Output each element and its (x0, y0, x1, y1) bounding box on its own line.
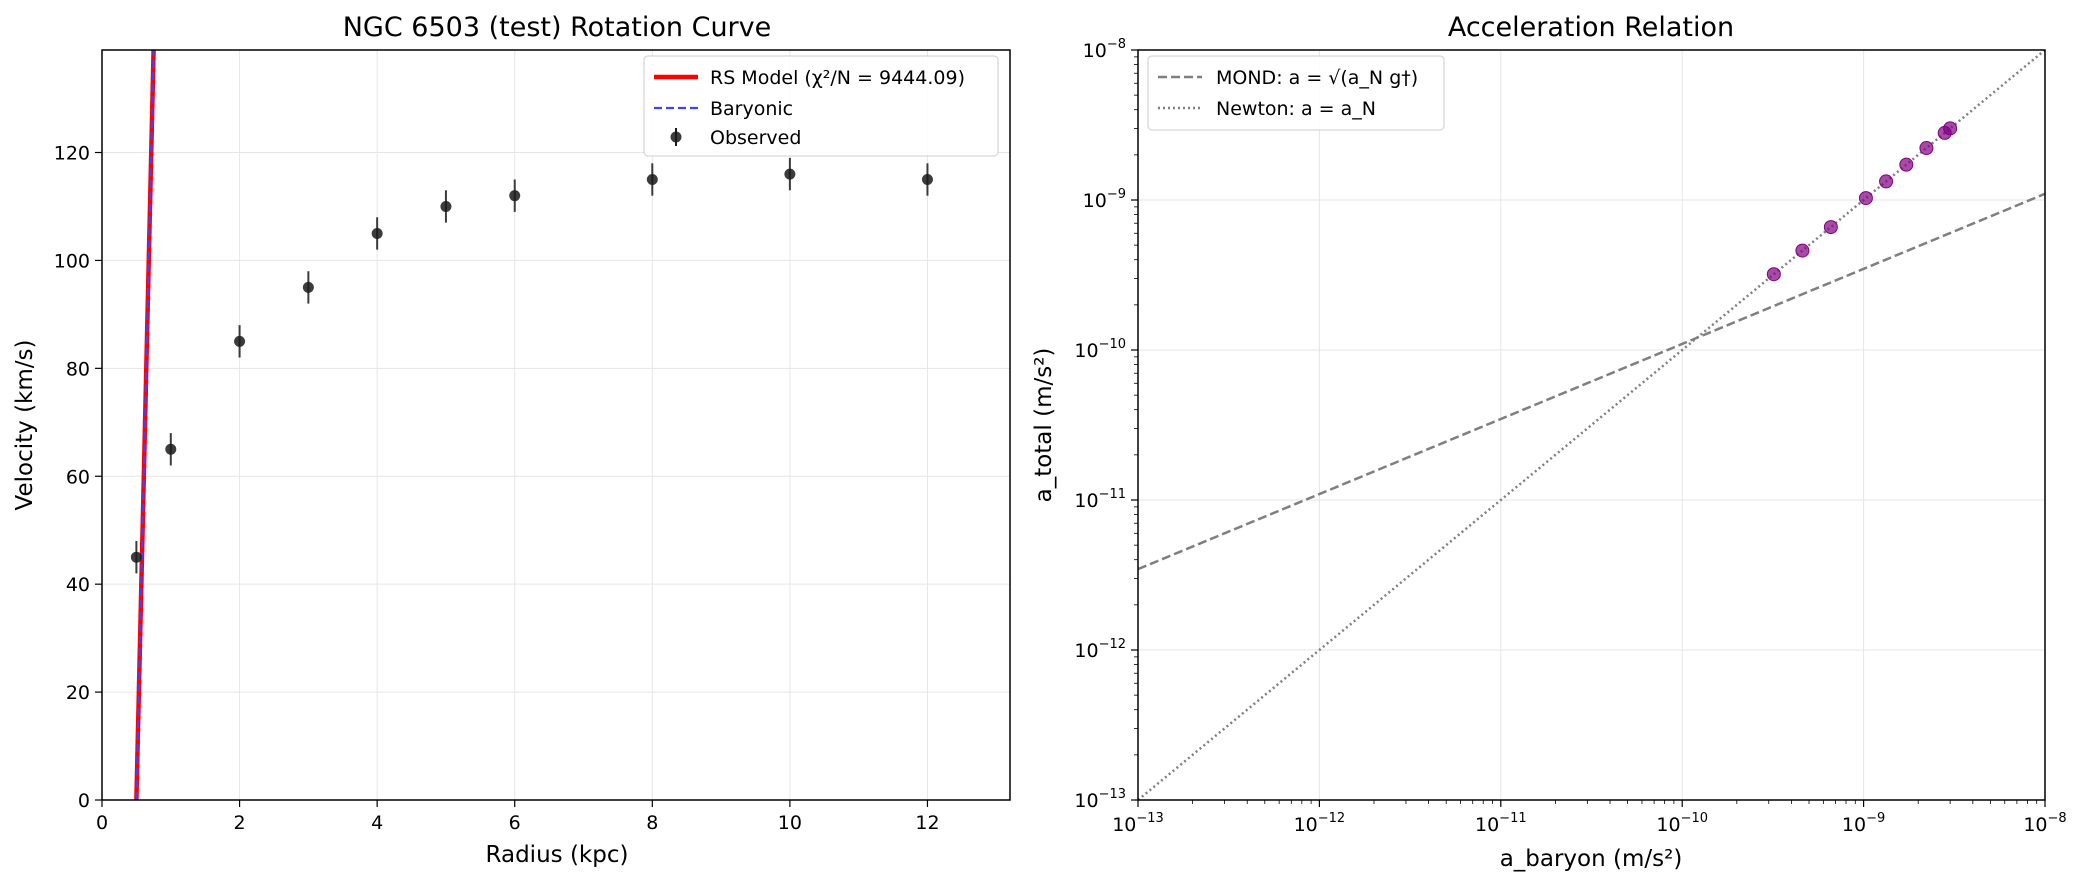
tick-label-y: 10−13 (1074, 787, 1126, 812)
data-point-acceleration (1766, 267, 1781, 282)
legend-swatch-observed (670, 131, 682, 143)
tick-label-x: 0 (96, 812, 108, 834)
tick-label-x: 4 (371, 812, 383, 834)
tick-label-y: 10−10 (1074, 337, 1126, 362)
rotation-curve-ylabel: Velocity (km/s) (12, 340, 38, 511)
tick-label-y: 80 (66, 358, 90, 380)
tick-label-y: 100 (54, 250, 90, 272)
acceleration-title: Acceleration Relation (1448, 12, 1734, 43)
tick-label-y: 10−12 (1074, 637, 1126, 662)
data-point-observed (509, 190, 521, 202)
data-point-acceleration (1795, 243, 1810, 258)
data-point-acceleration (1919, 141, 1934, 156)
tick-label-x: 2 (234, 812, 246, 834)
tick-label-x: 10−8 (2023, 811, 2066, 836)
tick-label-x: 10−12 (1294, 811, 1346, 836)
tick-label-x: 8 (646, 812, 658, 834)
acceleration-axes-frame (1137, 49, 2046, 801)
acceleration-legend: MOND: a = √(a_N g†) Newton: a = a_N (1147, 55, 1445, 131)
acceleration-panel: Acceleration Relation a_baryon (m/s²) a_… (1031, 12, 2067, 872)
legend-box (643, 55, 999, 157)
series-line-newton (1138, 50, 2045, 800)
legend-label-model: RS Model (χ²/N = 9444.09) (710, 67, 965, 89)
tick-label-y: 20 (66, 682, 90, 704)
rotation-curve-xlabel: Radius (kpc) (486, 842, 629, 868)
rotation-curve-title: NGC 6503 (test) Rotation Curve (343, 12, 772, 43)
tick-label-x: 10−13 (1112, 811, 1164, 836)
rotation-curve-panel: NGC 6503 (test) Rotation Curve Radius (k… (12, 12, 1011, 868)
series-line-baryonic (135, 50, 155, 800)
tick-label-y: 10−8 (1083, 37, 1126, 62)
rotation-curve-grid (101, 50, 1010, 801)
acceleration-xlabel: a_baryon (m/s²) (1500, 846, 1683, 872)
legend-label-newton: Newton: a = a_N (1216, 98, 1376, 120)
data-point-acceleration (1899, 157, 1914, 172)
legend-label-baryonic: Baryonic (710, 98, 793, 120)
tick-label-y: 10−9 (1083, 187, 1126, 212)
rotation-curve-marks (130, 50, 933, 800)
tick-label-y: 0 (78, 790, 90, 812)
data-point-observed (440, 200, 452, 212)
data-point-acceleration (1823, 220, 1838, 235)
data-point-acceleration (1879, 174, 1894, 189)
data-point-acceleration (1858, 191, 1873, 206)
tick-label-x: 10−9 (1842, 811, 1885, 836)
data-point-observed (302, 281, 314, 293)
tick-label-x: 10−10 (1656, 811, 1708, 836)
legend-label-mond: MOND: a = √(a_N g†) (1216, 67, 1418, 89)
data-point-observed (371, 227, 383, 239)
legend-box (1147, 55, 1445, 131)
tick-label-y: 60 (66, 466, 90, 488)
series-line-mond (1138, 192, 2045, 571)
tick-label-y: 10−11 (1074, 487, 1126, 512)
data-point-acceleration (1943, 121, 1958, 136)
tick-label-y: 40 (66, 574, 90, 596)
legend-label-observed: Observed (710, 127, 801, 149)
tick-label-x: 6 (509, 812, 521, 834)
rotation-curve-axes-frame (101, 49, 1011, 801)
acceleration-ylabel: a_total (m/s²) (1031, 348, 1057, 503)
rotation-curve-legend: RS Model (χ²/N = 9444.09) Baryonic Obser… (643, 55, 999, 157)
data-point-observed (921, 173, 933, 185)
data-point-observed (130, 551, 142, 563)
tick-label-x: 12 (915, 812, 939, 834)
data-point-observed (234, 335, 246, 347)
tick-label-x: 10−11 (1475, 811, 1527, 836)
data-point-observed (784, 168, 796, 180)
tick-label-y: 120 (54, 143, 90, 165)
data-point-observed (165, 443, 177, 455)
data-point-observed (646, 173, 658, 185)
tick-label-x: 10 (778, 812, 802, 834)
acceleration-marks (1138, 50, 2045, 800)
